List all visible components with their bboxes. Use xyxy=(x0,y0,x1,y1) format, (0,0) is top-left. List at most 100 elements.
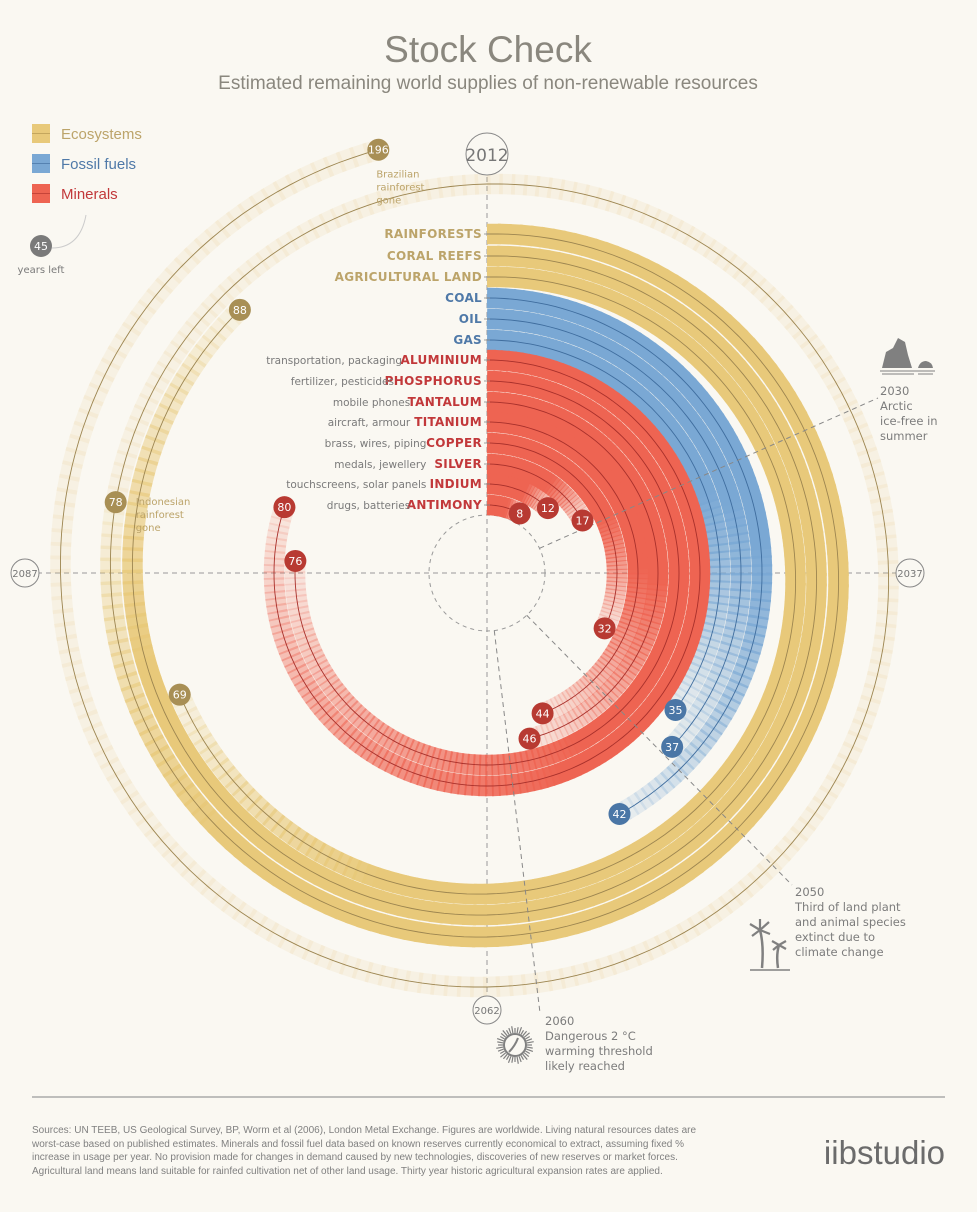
band-aluminium xyxy=(263,349,711,797)
source-line: worst-case based on published estimates.… xyxy=(31,1139,684,1150)
sun-ray xyxy=(526,1038,533,1042)
sun-ray xyxy=(500,1052,507,1058)
resource-name: GAS xyxy=(453,333,482,347)
resource-name: OIL xyxy=(459,312,482,326)
label-value: 8 xyxy=(516,507,523,520)
iceberg-icon xyxy=(880,338,935,375)
chart-subtitle: Estimated remaining world supplies of no… xyxy=(218,73,758,94)
sun-ray xyxy=(502,1030,508,1037)
band-center-line xyxy=(486,339,721,711)
label-value: 76 xyxy=(288,555,302,568)
sun-ray xyxy=(496,1046,504,1049)
label-note: Brazilian xyxy=(376,170,419,181)
band-copper xyxy=(486,432,628,634)
sun-disc xyxy=(503,1033,527,1057)
palm-trunks xyxy=(758,929,781,969)
band-center-line xyxy=(131,255,818,916)
iibstudio-logo: iibstudio xyxy=(824,1134,945,1171)
resource-use: fertilizer, pesticides xyxy=(291,376,394,388)
sun-ray xyxy=(523,1052,530,1058)
resource-name: ALUMINIUM xyxy=(400,353,482,367)
year-marker-circle xyxy=(895,558,925,588)
palm-leaves xyxy=(749,919,787,951)
legend-label: Minerals xyxy=(61,186,118,203)
palm-tree-icon xyxy=(749,919,790,971)
label-value: 37 xyxy=(665,741,679,754)
label-note: rainforest xyxy=(376,183,424,194)
iceberg-small-shape xyxy=(918,361,933,368)
year-2037: 2037 xyxy=(897,569,922,580)
year-marker-left: 2087 xyxy=(10,558,40,588)
sun-ray xyxy=(520,1055,525,1061)
label-value: 88 xyxy=(233,304,247,317)
annotation-text: extinct due to xyxy=(795,930,875,944)
sun-ray xyxy=(525,1035,531,1040)
legend-item-minerals: Minerals xyxy=(32,184,118,203)
label-circle xyxy=(531,702,554,725)
annotation-text: likely reached xyxy=(545,1059,625,1073)
year-markers: 2012 2037 2062 2087 xyxy=(10,132,925,1025)
band-oil xyxy=(486,308,752,756)
footer-sources: Sources: UN TEEB, US Geological Survey, … xyxy=(31,1125,696,1177)
year-marker-top: 2012 xyxy=(465,132,509,176)
resource-name: TITANIUM xyxy=(414,415,482,429)
label-circle xyxy=(608,802,631,825)
water-lines xyxy=(880,370,935,375)
sun-ray xyxy=(511,1026,514,1034)
resource-use: aircraft, armour xyxy=(328,417,411,429)
label-circle xyxy=(536,497,559,520)
band-center-line xyxy=(486,401,659,740)
years-left-label: 35 xyxy=(664,698,687,721)
year-marker-bottom: 2062 xyxy=(472,995,502,1025)
label-note: gone xyxy=(376,196,401,207)
sun-icon xyxy=(496,1026,534,1064)
label-value: 80 xyxy=(277,501,291,514)
annotation-text: Dangerous 2 °C xyxy=(545,1029,636,1043)
source-line: Sources: UN TEEB, US Geological Survey, … xyxy=(32,1125,696,1136)
sun-ray xyxy=(505,1029,510,1035)
annotation-year: 2050 xyxy=(795,885,824,899)
sun-ray xyxy=(511,1056,514,1063)
resource-name: TANTALUM xyxy=(408,395,482,409)
band-gas xyxy=(486,329,731,718)
sun-ray xyxy=(499,1050,505,1055)
years-left-label: 32 xyxy=(593,617,616,640)
resource-name: ANTIMONY xyxy=(407,498,482,512)
annotation-year: 2060 xyxy=(545,1014,574,1028)
annotation-text: Arctic xyxy=(880,399,913,413)
band-center-line xyxy=(486,318,742,748)
label-circle xyxy=(661,735,684,758)
resource-use: drugs, batteries xyxy=(327,500,410,512)
resource-use: mobile phones xyxy=(333,397,410,409)
label-circle xyxy=(104,491,127,514)
sun-ray xyxy=(502,1053,508,1060)
annotation-leader xyxy=(526,614,793,886)
sun-ray xyxy=(496,1037,504,1042)
sun-ray xyxy=(520,1029,525,1035)
years-left-label: 37 xyxy=(661,735,684,758)
sun-ray xyxy=(526,1046,533,1049)
years-left-label: 46 xyxy=(518,727,541,750)
annotation-text: warming threshold xyxy=(545,1044,653,1058)
label-value: 44 xyxy=(536,707,550,720)
label-circle xyxy=(508,502,531,525)
sun-ray xyxy=(526,1041,534,1044)
legend-label: Ecosystems xyxy=(61,126,142,143)
label-value: 42 xyxy=(612,808,626,821)
legend-sample-value: 45 xyxy=(34,240,48,253)
years-left-label: 196 Brazilian rainforest gone xyxy=(367,138,425,207)
label-value: 69 xyxy=(173,689,187,702)
annotation-text: ice-free in xyxy=(880,414,938,428)
resource-use: transportation, packaging xyxy=(266,355,402,367)
annotation-text: climate change xyxy=(795,945,884,959)
label-value: 17 xyxy=(576,514,590,527)
band-tantalum xyxy=(486,391,669,749)
sun-ray xyxy=(505,1055,510,1061)
source-line: increase in usage per year. No provision… xyxy=(32,1152,678,1163)
sun-ray xyxy=(526,1048,534,1053)
label-value: 32 xyxy=(598,622,612,635)
sun-ray xyxy=(516,1027,519,1034)
legend-sample-label: years left xyxy=(18,265,65,276)
